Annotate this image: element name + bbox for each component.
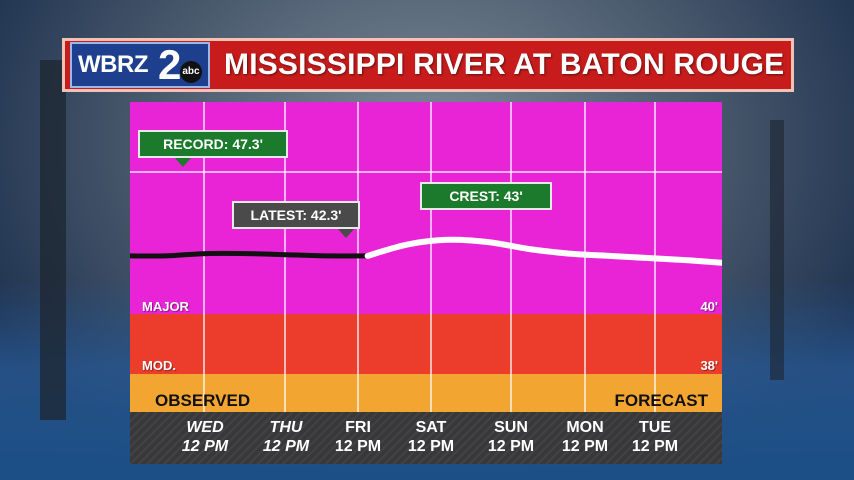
tick-label-fri: FRI 12 PM (318, 418, 398, 456)
logo-text: WBRZ (78, 51, 148, 78)
tick-day: SAT (415, 419, 447, 436)
moderate-flood-band (130, 314, 722, 374)
record-gridline (130, 171, 722, 173)
moderate-stage-value: 38' (700, 358, 718, 373)
tick-label-mon: MON 12 PM (545, 418, 625, 456)
tick-label-sat: SAT 12 PM (391, 418, 471, 456)
tick-time: 12 PM (181, 438, 229, 455)
series-plot (130, 236, 722, 266)
gridline-sat (430, 102, 432, 412)
tick-time: 12 PM (487, 438, 535, 455)
tick-time: 12 PM (631, 438, 679, 455)
stage-bands: MAJOR 40' MOD. 38' OBSERVED FORECAST REC… (130, 102, 722, 412)
record-annotation: RECORD: 47.3' (138, 130, 288, 158)
observed-series-line (130, 250, 371, 259)
tree-trunk-left (40, 60, 66, 420)
x-axis: WED 12 PM THU 12 PM FRI 12 PM SAT 12 PM … (130, 412, 722, 464)
moderate-stage-label: MOD. (142, 358, 176, 373)
tick-label-wed: WED 12 PM (165, 418, 245, 456)
logo-number: 2 (158, 41, 182, 88)
record-pointer (175, 158, 191, 167)
forecast-label: FORECAST (614, 391, 709, 410)
tick-label-thu: THU 12 PM (246, 418, 326, 456)
tick-day: WED (186, 419, 224, 436)
observed-label: OBSERVED (155, 391, 251, 410)
tick-day: SUN (494, 419, 528, 436)
major-stage-label: MAJOR (142, 299, 189, 314)
tick-label-sun: SUN 12 PM (471, 418, 551, 456)
major-stage-value: 40' (700, 299, 718, 314)
tick-time: 12 PM (334, 438, 382, 455)
river-stage-chart: MAJOR 40' MOD. 38' OBSERVED FORECAST REC… (130, 102, 722, 464)
forecast-series-line (364, 236, 722, 266)
station-logo: WBRZ 2 abc (70, 42, 210, 88)
title-banner: WBRZ 2 abc MISSISSIPPI RIVER AT BATON RO… (62, 38, 794, 92)
tick-label-tue: TUE 12 PM (615, 418, 695, 456)
action-band (130, 374, 722, 412)
tick-day: FRI (345, 419, 371, 436)
tick-time: 12 PM (407, 438, 455, 455)
network-logo: abc (180, 61, 202, 83)
tick-day: TUE (639, 419, 671, 436)
gridline-wed (203, 102, 205, 412)
tick-time: 12 PM (262, 438, 310, 455)
tick-day: MON (566, 419, 604, 436)
gridline-sun (510, 102, 512, 412)
tick-time: 12 PM (561, 438, 609, 455)
latest-pointer (338, 229, 354, 238)
tick-day: THU (269, 419, 303, 436)
tree-trunk-right (770, 120, 784, 380)
crest-annotation: CREST: 43' (420, 182, 552, 210)
latest-annotation: LATEST: 42.3' (232, 201, 360, 229)
page-title: MISSISSIPPI RIVER AT BATON ROUGE (224, 48, 785, 81)
